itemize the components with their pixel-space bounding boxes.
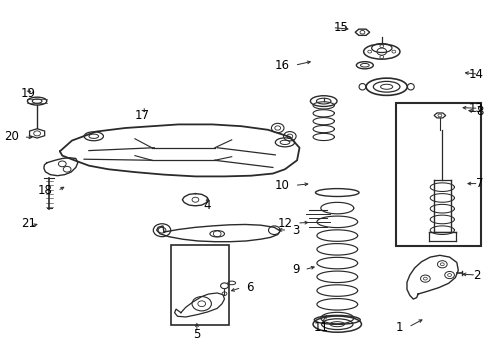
- Text: 21: 21: [21, 216, 36, 230]
- Text: 12: 12: [277, 216, 292, 230]
- Text: 5: 5: [193, 328, 200, 341]
- Text: 11: 11: [313, 320, 328, 333]
- Text: 14: 14: [468, 68, 483, 81]
- Text: 18: 18: [38, 184, 53, 197]
- Text: 17: 17: [134, 109, 149, 122]
- Text: 16: 16: [274, 59, 289, 72]
- Text: 1: 1: [395, 320, 403, 333]
- Text: 15: 15: [333, 21, 347, 34]
- Text: 13: 13: [468, 102, 483, 115]
- Text: 19: 19: [21, 87, 36, 100]
- Text: 10: 10: [274, 179, 289, 192]
- Text: 7: 7: [475, 177, 483, 190]
- Text: 4: 4: [203, 199, 211, 212]
- Text: 9: 9: [291, 263, 299, 276]
- Text: 8: 8: [475, 105, 483, 118]
- Text: 20: 20: [4, 130, 19, 144]
- Text: 6: 6: [246, 281, 253, 294]
- Text: 3: 3: [292, 224, 299, 237]
- Bar: [395, 103, 480, 246]
- Text: 2: 2: [472, 269, 480, 282]
- Bar: [171, 244, 229, 325]
